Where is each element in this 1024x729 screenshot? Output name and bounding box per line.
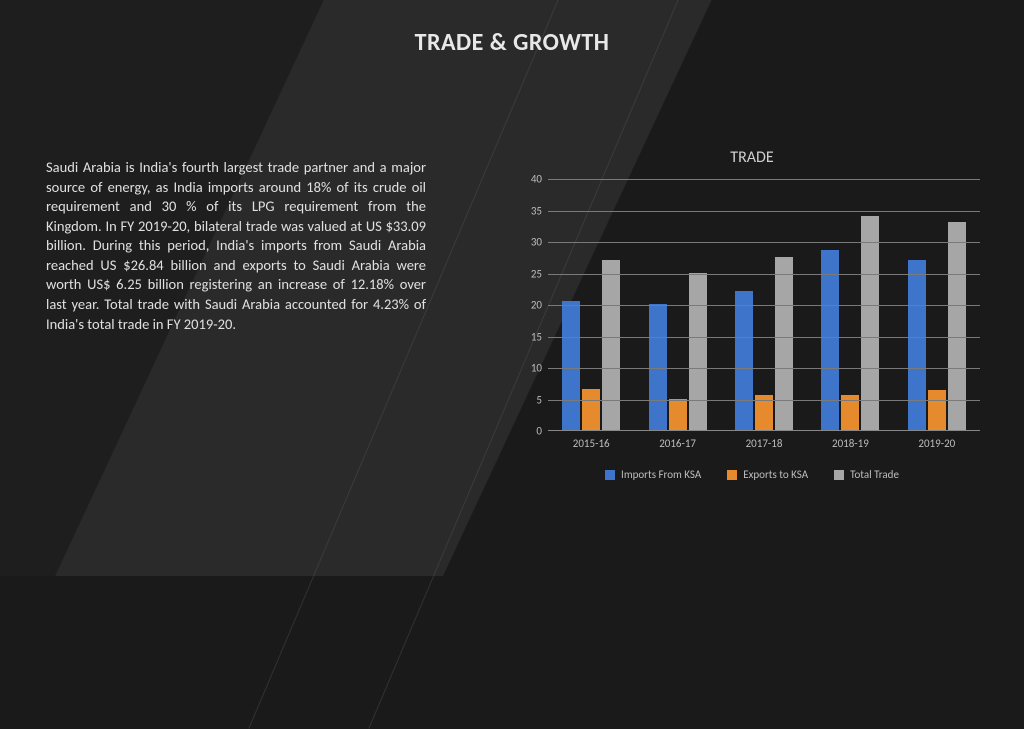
chart-bar — [582, 389, 600, 430]
chart-y-tick-label: 35 — [520, 204, 542, 217]
chart-gridline — [548, 211, 980, 212]
body-paragraph: Saudi Arabia is India's fourth largest t… — [46, 158, 426, 334]
chart-gridline — [548, 337, 980, 338]
chart-legend-label: Total Trade — [850, 468, 899, 481]
chart-y-tick-label: 5 — [520, 393, 542, 406]
chart-y-tick-label: 0 — [520, 425, 542, 438]
chart-x-tick-label: 2017-18 — [721, 437, 807, 450]
chart-x-axis: 2015-162016-172017-182018-192019-20 — [548, 437, 980, 450]
chart-y-tick-label: 15 — [520, 330, 542, 343]
chart-bar — [908, 260, 926, 430]
chart-y-tick-label: 40 — [520, 173, 542, 186]
page-title: TRADE & GROWTH — [0, 28, 1024, 57]
trade-chart: TRADE 0510152025303540 2015-162016-17201… — [516, 148, 988, 488]
chart-y-tick-label: 25 — [520, 267, 542, 280]
chart-bar — [735, 291, 753, 430]
chart-y-tick-label: 20 — [520, 299, 542, 312]
chart-gridline — [548, 400, 980, 401]
chart-x-tick-label: 2018-19 — [807, 437, 893, 450]
chart-gridline — [548, 179, 980, 180]
chart-legend-item: Imports From KSA — [605, 468, 701, 481]
chart-gridline — [548, 242, 980, 243]
chart-legend-item: Exports to KSA — [727, 468, 808, 481]
chart-title: TRADE — [516, 148, 988, 167]
chart-bar — [562, 301, 580, 430]
chart-plot-area: 0510152025303540 — [548, 179, 980, 431]
chart-bar — [841, 395, 859, 430]
chart-legend-swatch — [605, 470, 615, 480]
chart-legend: Imports From KSA Exports to KSA Total Trad… — [516, 468, 988, 481]
chart-bar — [669, 399, 687, 431]
chart-bar — [689, 273, 707, 431]
chart-x-tick-label: 2016-17 — [634, 437, 720, 450]
chart-bar — [821, 250, 839, 430]
chart-y-tick-label: 30 — [520, 236, 542, 249]
chart-legend-swatch — [834, 470, 844, 480]
chart-x-tick-label: 2019-20 — [894, 437, 980, 450]
chart-bar — [649, 304, 667, 430]
chart-gridline — [548, 274, 980, 275]
chart-legend-label: Imports From KSA — [621, 468, 701, 481]
chart-bar — [602, 260, 620, 430]
chart-bar — [755, 395, 773, 430]
chart-gridline — [548, 368, 980, 369]
chart-bar — [775, 257, 793, 430]
chart-gridline — [548, 305, 980, 306]
chart-y-tick-label: 10 — [520, 362, 542, 375]
chart-legend-label: Exports to KSA — [743, 468, 808, 481]
chart-bar — [861, 216, 879, 430]
chart-legend-swatch — [727, 470, 737, 480]
chart-bar — [928, 390, 946, 430]
chart-legend-item: Total Trade — [834, 468, 899, 481]
chart-x-tick-label: 2015-16 — [548, 437, 634, 450]
